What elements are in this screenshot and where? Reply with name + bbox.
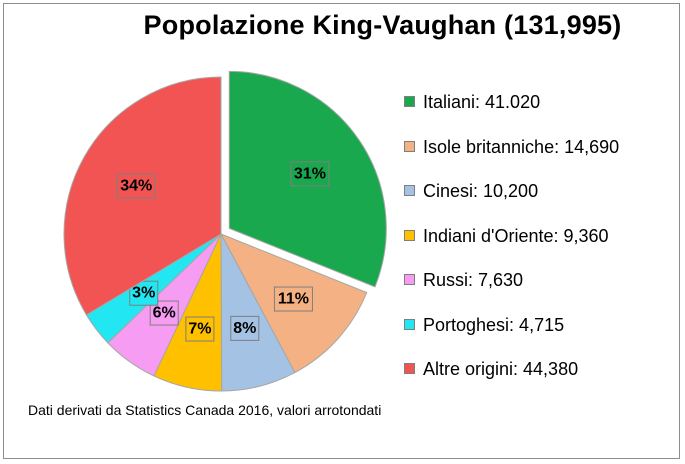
- legend-label: Italiani: 41.020: [423, 92, 541, 112]
- legend-swatch: [404, 274, 415, 285]
- source-note: Dati derivati da Statistics Canada 2016,…: [28, 402, 382, 418]
- legend-swatch: [404, 318, 415, 330]
- legend-label: Portoghesi: 4,715: [423, 314, 565, 335]
- slice-percent-label: 11%: [273, 286, 313, 312]
- chart-title: Popolazione King-Vaughan (131,995): [143, 10, 622, 40]
- svg-text:31%: 31%: [294, 165, 326, 182]
- legend-label: Cinesi: 10,200: [423, 181, 539, 201]
- svg-text:8%: 8%: [233, 320, 256, 337]
- legend-label: Russi: 7,630: [423, 270, 524, 290]
- legend-label: Altre origini: 44,380: [423, 359, 579, 379]
- legend-swatch: [404, 185, 415, 196]
- svg-text:11%: 11%: [278, 291, 309, 308]
- legend-swatch: [404, 229, 415, 241]
- legend-swatch: [404, 363, 415, 374]
- legend-label: Isole britanniche: 14,690: [423, 136, 620, 157]
- svg-text:7%: 7%: [188, 321, 211, 338]
- svg-text:34%: 34%: [120, 178, 152, 195]
- slice-percent-label: 7%: [185, 316, 215, 342]
- legend-swatch: [404, 140, 415, 152]
- svg-text:6%: 6%: [153, 305, 176, 322]
- svg-text:3%: 3%: [132, 285, 155, 302]
- slice-percent-label: 3%: [129, 280, 159, 306]
- slice-percent-label: 34%: [116, 173, 156, 199]
- slice-percent-label: 31%: [290, 161, 330, 187]
- slice-percent-label: 8%: [230, 315, 260, 341]
- legend-swatch: [404, 96, 415, 107]
- legend-label: Indiani d'Oriente: 9,360: [423, 225, 609, 246]
